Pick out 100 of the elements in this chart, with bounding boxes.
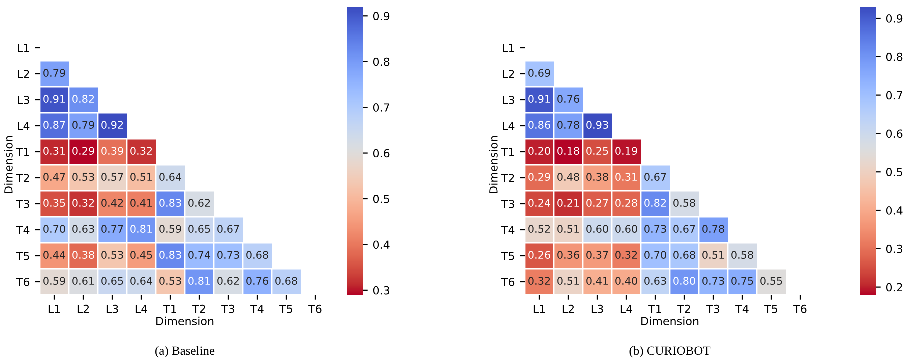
data-label: 0.86 (528, 121, 550, 130)
y-tick-label: L2 (18, 70, 30, 78)
data-label: 0.51 (702, 251, 724, 260)
data-label: 0.68 (674, 251, 696, 260)
y-tick-label: T2 (16, 174, 30, 182)
data-label: 0.74 (188, 251, 211, 260)
data-label: 0.78 (558, 121, 580, 130)
data-label: 0.82 (644, 199, 666, 208)
data-label: 0.28 (616, 199, 638, 208)
color-bar-label: 0.6 (373, 149, 390, 158)
x-tick-label: T3 (706, 304, 720, 314)
data-label: 0.65 (188, 225, 210, 234)
data-label: 0.70 (44, 225, 66, 234)
data-label: 0.92 (102, 121, 124, 130)
x-tick-label: T2 (192, 304, 206, 314)
data-label: 0.41 (586, 277, 608, 286)
data-label: 0.68 (276, 277, 298, 286)
x-tick-label: T4 (736, 305, 749, 314)
x-tick-label: T6 (308, 304, 322, 314)
y-tick-label: L1 (18, 44, 30, 52)
color-bar-label: 0.5 (886, 168, 902, 176)
data-label: 0.68 (246, 251, 268, 260)
y-tick-label: L1 (503, 44, 514, 52)
x-tick-label: L2 (562, 304, 574, 314)
data-label: 0.52 (528, 225, 550, 234)
text: (b) CURIOBOT (630, 346, 711, 358)
color-bar-label: 0.6 (886, 130, 903, 138)
data-label: 0.62 (218, 277, 240, 286)
data-label: 0.65 (102, 277, 124, 286)
data-label: 0.61 (72, 277, 94, 286)
data-label: 0.69 (528, 69, 550, 78)
data-label: 0.53 (102, 251, 124, 260)
data-label: 0.57 (102, 173, 124, 182)
data-label: 0.32 (528, 277, 550, 286)
data-label: 0.48 (558, 173, 580, 182)
data-label: 0.58 (674, 199, 696, 208)
data-label: 0.42 (102, 199, 124, 208)
color-bar-label: 0.5 (373, 194, 390, 204)
y-axis-title: Dimension (4, 136, 13, 194)
y-axis-title: Dimension (489, 136, 498, 194)
y-tick-label: L4 (503, 122, 515, 130)
data-label: 0.64 (130, 277, 153, 286)
data-label: 0.63 (644, 277, 666, 286)
data-label: 0.76 (558, 95, 580, 104)
y-tick-label: T6 (16, 278, 30, 286)
data-label: 0.53 (72, 173, 94, 182)
text: (a) Baseline (156, 346, 215, 358)
data-label: 0.20 (528, 147, 550, 156)
data-label: 0.37 (586, 251, 608, 260)
data-label: 0.77 (102, 225, 124, 234)
x-tick-label: T2 (678, 304, 690, 314)
color-bar-label: 0.9 (886, 14, 903, 23)
x-tick-label: T5 (764, 305, 778, 314)
data-label: 0.64 (160, 173, 182, 182)
x-axis-title: Dimension (156, 316, 214, 326)
data-label: 0.63 (72, 225, 94, 234)
x-tick-label: T1 (164, 305, 176, 314)
y-tick-label: T2 (501, 174, 514, 182)
data-label: 0.78 (702, 225, 724, 234)
y-tick-label: T4 (501, 226, 515, 234)
data-label: 0.53 (160, 277, 182, 286)
data-label: 0.58 (732, 251, 754, 260)
y-tick-label: L2 (503, 70, 514, 78)
data-label: 0.32 (130, 147, 152, 156)
data-label: 0.18 (558, 147, 580, 156)
color-bar-label: 0.8 (373, 58, 390, 66)
data-label: 0.21 (558, 199, 580, 208)
data-label: 0.32 (72, 199, 94, 208)
data-label: 0.39 (102, 147, 124, 156)
y-tick-label: T5 (16, 252, 30, 260)
data-label: 0.19 (616, 147, 638, 156)
data-label: 0.70 (644, 251, 666, 260)
data-label: 0.60 (616, 225, 638, 234)
x-tick-label: T3 (222, 304, 235, 314)
data-label: 0.73 (218, 251, 240, 260)
data-label: 0.93 (586, 121, 608, 130)
data-label: 0.81 (130, 225, 152, 234)
y-tick-label: T4 (16, 226, 30, 234)
data-label: 0.87 (44, 121, 66, 130)
data-label: 0.38 (72, 251, 94, 260)
data-label: 0.91 (528, 95, 550, 104)
data-label: 0.31 (44, 147, 66, 156)
data-label: 0.24 (528, 199, 551, 208)
x-tick-label: L3 (592, 304, 604, 314)
data-label: 0.83 (160, 199, 182, 208)
data-label: 0.51 (558, 225, 580, 234)
color-bar-label: 0.7 (886, 91, 902, 100)
x-tick-label: T5 (280, 305, 292, 314)
y-tick-label: T3 (501, 200, 514, 208)
data-label: 0.73 (644, 225, 666, 234)
x-axis-title: Dimension (642, 316, 699, 326)
data-label: 0.36 (558, 251, 580, 260)
x-tick-label: L2 (78, 304, 90, 314)
data-label: 0.35 (44, 199, 66, 208)
y-tick-label: L3 (503, 96, 514, 104)
data-label: 0.62 (188, 199, 210, 208)
data-label: 0.79 (72, 121, 94, 130)
data-label: 0.25 (586, 147, 608, 156)
data-label: 0.29 (72, 147, 94, 156)
data-label: 0.41 (130, 199, 152, 208)
